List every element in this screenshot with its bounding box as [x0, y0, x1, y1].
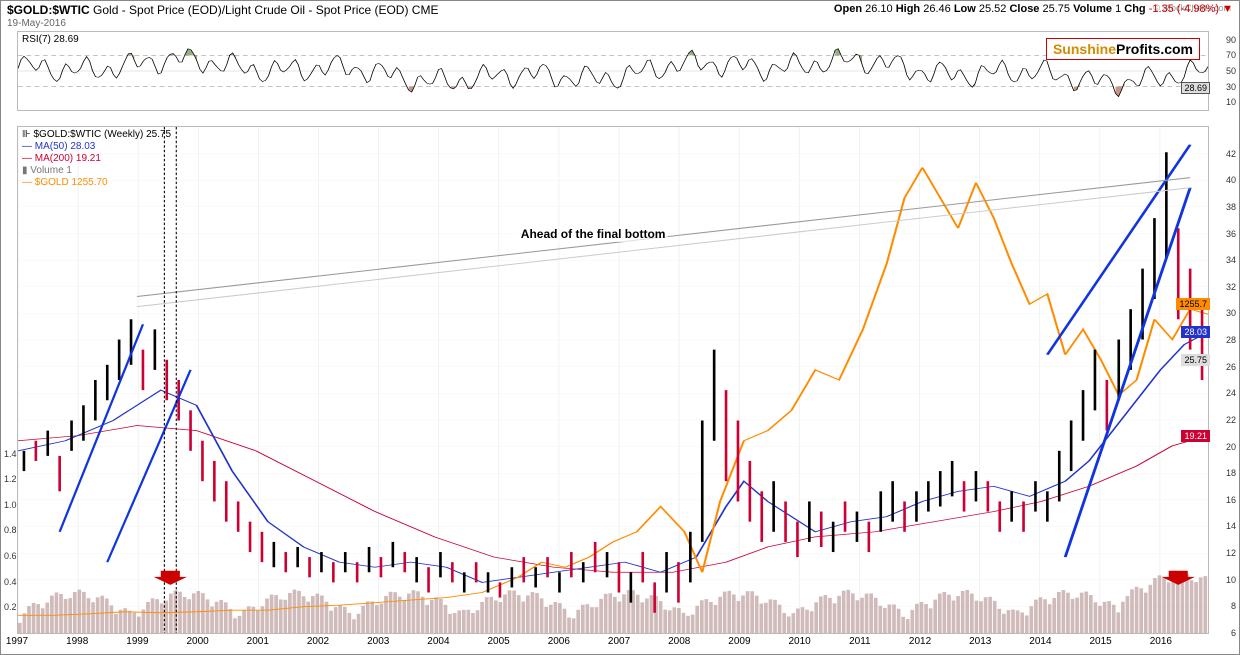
main-svg — [18, 127, 1208, 633]
open-value: 26.10 — [865, 3, 893, 15]
high-label: High — [896, 3, 920, 15]
main-y-left-labels: 0.20.40.60.81.01.21.4 — [4, 127, 18, 633]
rsi-panel: RSI(7) 28.69 1030507090 SunshineProfits.… — [17, 31, 1209, 111]
ticker-exch: CME — [412, 3, 439, 17]
x-axis-labels: 1997199819992000200120022003200420052006… — [17, 636, 1209, 652]
ticker-desc: Gold - Spot Price (EOD)/Light Crude Oil … — [93, 3, 408, 17]
low-value: 25.52 — [979, 3, 1007, 15]
chg-value: -1.35 — [1149, 3, 1174, 15]
watermark: SunshineProfits.com — [1046, 38, 1200, 60]
rsi-svg — [18, 32, 1208, 110]
high-value: 26.46 — [923, 3, 951, 15]
volume-value: 1 — [1115, 3, 1121, 15]
close-label: Close — [1009, 3, 1039, 15]
down-arrow-icon: ▼ — [1222, 3, 1233, 15]
annotation-final-bottom: Ahead of the final bottom — [518, 226, 669, 242]
watermark-part2: Profits.com — [1116, 41, 1193, 57]
open-label: Open — [834, 3, 862, 15]
rsi-legend: RSI(7) 28.69 — [22, 34, 79, 45]
main-chart-panel: ⊪ $GOLD:$WTIC (Weekly) 25.75— MA(50) 28.… — [17, 126, 1209, 634]
rsi-y-labels: 1030507090 — [1210, 32, 1236, 110]
chg-pct: (-4.98%) — [1177, 3, 1219, 15]
ohlc-readout: Open 26.10 High 26.46 Low 25.52 Close 25… — [834, 3, 1233, 15]
watermark-part1: Sunshine — [1053, 41, 1116, 57]
chg-label: Chg — [1124, 3, 1145, 15]
volume-label: Volume — [1073, 3, 1112, 15]
main-y-right-labels: 681012141618202224262830323436384042 — [1210, 127, 1236, 633]
ticker-symbol: $GOLD:$WTIC — [7, 3, 90, 17]
low-label: Low — [954, 3, 976, 15]
close-value: 25.75 — [1043, 3, 1071, 15]
chart-date: 19-May-2016 — [7, 18, 1233, 29]
chart-frame: © StockCharts.com $GOLD:$WTIC Gold - Spo… — [0, 0, 1240, 655]
main-legend: ⊪ $GOLD:$WTIC (Weekly) 25.75— MA(50) 28.… — [22, 129, 171, 189]
